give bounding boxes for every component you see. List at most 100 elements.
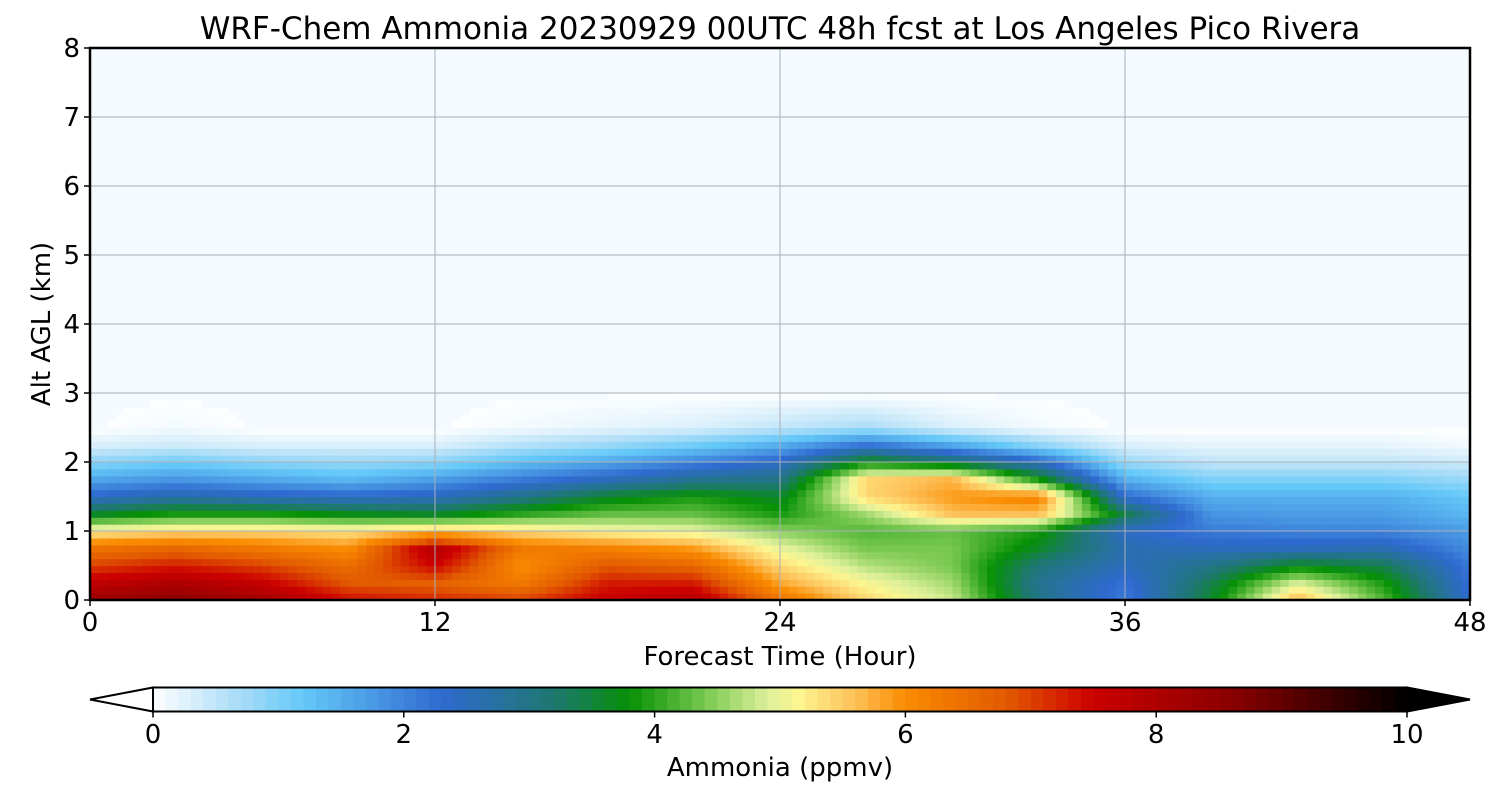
heatmap-cell	[1323, 572, 1333, 580]
heatmap-cell	[141, 510, 151, 518]
heatmap-cell	[693, 551, 703, 560]
colorbar-segment	[993, 687, 1007, 712]
heatmap-cell	[650, 413, 660, 422]
heatmap-cell	[1159, 503, 1169, 511]
heatmap-cell	[279, 455, 289, 463]
heatmap-cell	[900, 399, 910, 408]
heatmap-cell	[573, 482, 583, 491]
heatmap-cell	[719, 565, 729, 573]
heatmap-cell	[348, 406, 358, 415]
heatmap-cell	[1409, 406, 1419, 415]
heatmap-cell	[495, 468, 505, 477]
heatmap-cell	[1228, 510, 1238, 518]
heatmap-cell	[1073, 462, 1083, 470]
heatmap-cell	[314, 586, 324, 594]
heatmap-cell	[262, 593, 272, 601]
heatmap-cell	[693, 586, 703, 594]
heatmap-cell	[1056, 399, 1066, 408]
heatmap-cell	[728, 420, 738, 429]
heatmap-cell	[391, 503, 402, 511]
heatmap-cell	[115, 489, 126, 498]
heatmap-cell	[340, 462, 350, 470]
heatmap-cell	[883, 551, 893, 560]
heatmap-cell	[521, 586, 531, 594]
heatmap-cell	[1461, 558, 1471, 567]
heatmap-cell	[969, 517, 979, 525]
heatmap-cell	[918, 558, 928, 567]
heatmap-cell	[926, 482, 936, 491]
heatmap-cell	[228, 448, 238, 456]
heatmap-cell	[909, 503, 919, 511]
heatmap-cell	[176, 393, 186, 401]
heatmap-cell	[1021, 517, 1031, 525]
heatmap-cell	[1021, 510, 1031, 518]
heatmap-cell	[607, 420, 617, 429]
heatmap-cell	[1081, 441, 1092, 449]
heatmap-cell	[210, 565, 220, 573]
heatmap-cell	[1116, 468, 1126, 477]
heatmap-cell	[1306, 565, 1316, 573]
heatmap-cell	[1383, 475, 1393, 484]
heatmap-cell	[1030, 593, 1040, 601]
heatmap-cell	[348, 579, 358, 587]
heatmap-cell	[159, 537, 169, 546]
heatmap-cell	[547, 468, 557, 477]
heatmap-cell	[581, 475, 591, 484]
heatmap-cell	[736, 462, 747, 470]
heatmap-cell	[961, 448, 971, 456]
heatmap-cell	[1159, 524, 1169, 532]
heatmap-cell	[124, 558, 134, 567]
heatmap-cell	[1349, 482, 1359, 491]
heatmap-cell	[1306, 503, 1316, 511]
heatmap-cell	[547, 475, 557, 484]
heatmap-cell	[719, 531, 729, 539]
heatmap-cell	[1383, 448, 1393, 456]
heatmap-cell	[892, 517, 902, 525]
heatmap-cell	[1116, 593, 1126, 601]
heatmap-cell	[1150, 441, 1161, 449]
heatmap-cell	[1444, 496, 1454, 504]
heatmap-cell	[443, 524, 453, 532]
heatmap-cell	[115, 427, 126, 435]
heatmap-cell	[115, 593, 126, 601]
heatmap-cell	[400, 544, 410, 553]
heatmap-cell	[1288, 399, 1299, 408]
heatmap-cell	[1323, 413, 1333, 422]
heatmap-cell	[1047, 413, 1057, 422]
heatmap-cell	[271, 586, 281, 594]
heatmap-cell	[961, 462, 971, 470]
heatmap-cell	[1418, 531, 1428, 539]
heatmap-cell	[1030, 434, 1040, 442]
heatmap-cell	[547, 434, 557, 442]
heatmap-cell	[1340, 579, 1350, 587]
heatmap-cell	[297, 517, 307, 525]
heatmap-cell	[1142, 551, 1152, 560]
heatmap-cell	[849, 531, 859, 539]
heatmap-cell	[1073, 413, 1083, 422]
heatmap-cell	[1444, 537, 1454, 546]
heatmap-cell	[219, 524, 229, 532]
heatmap-cell	[1297, 551, 1307, 560]
heatmap-cell	[1254, 510, 1264, 518]
heatmap-cell	[926, 468, 936, 477]
heatmap-cell	[900, 510, 910, 518]
heatmap-cell	[1306, 517, 1316, 525]
heatmap-cell	[1064, 551, 1074, 560]
heatmap-cell	[1288, 441, 1299, 449]
heatmap-cell	[176, 510, 186, 518]
heatmap-cell	[115, 565, 126, 573]
heatmap-cell	[736, 406, 747, 415]
heatmap-cell	[624, 462, 634, 470]
heatmap-cell	[642, 551, 652, 560]
heatmap-cell	[1176, 434, 1186, 442]
heatmap-cell	[943, 434, 954, 442]
heatmap-cell	[1297, 531, 1307, 539]
heatmap-cell	[107, 551, 117, 560]
heatmap-cell	[1323, 441, 1333, 449]
heatmap-cell	[918, 427, 928, 435]
heatmap-cell	[357, 496, 367, 504]
heatmap-cell	[1090, 413, 1100, 422]
heatmap-cell	[952, 475, 962, 484]
heatmap-cell	[1245, 544, 1255, 553]
heatmap-cell	[728, 586, 738, 594]
